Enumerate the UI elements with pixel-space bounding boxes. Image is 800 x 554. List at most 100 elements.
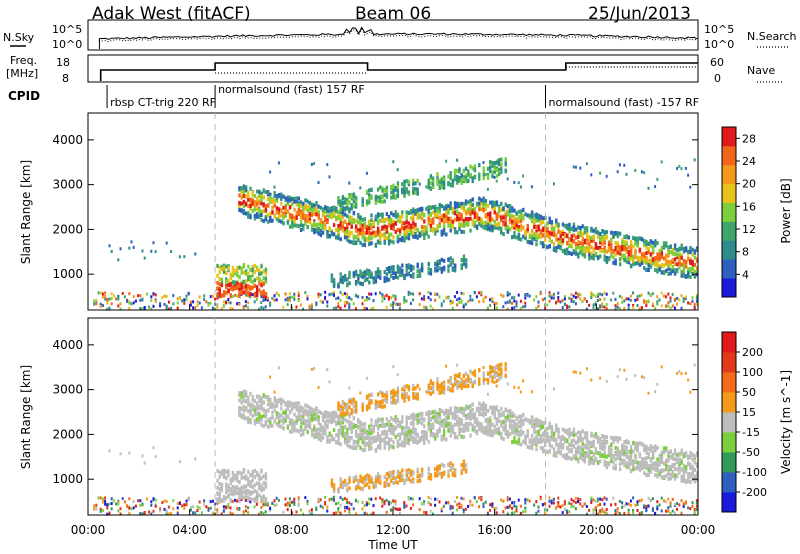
data-cell	[317, 421, 320, 426]
data-cell	[482, 297, 485, 301]
data-cell	[291, 425, 294, 430]
data-cell	[216, 306, 219, 309]
data-cell	[486, 166, 490, 171]
data-cell	[385, 185, 389, 190]
data-cell	[249, 199, 252, 204]
data-cell	[458, 216, 461, 221]
data-cell	[473, 174, 477, 179]
data-cell	[480, 291, 483, 295]
data-cell	[293, 503, 296, 506]
data-cell	[361, 500, 364, 504]
data-cell	[262, 499, 265, 504]
data-cell	[222, 471, 226, 476]
data-cell	[310, 429, 314, 434]
data-cell	[392, 424, 395, 429]
data-cell	[284, 205, 287, 210]
data-cell	[326, 505, 329, 509]
data-cell	[370, 512, 373, 516]
data-cell	[506, 300, 509, 304]
data-cell	[383, 270, 386, 275]
data-cell	[500, 226, 503, 231]
data-cell	[240, 391, 243, 396]
data-cell	[390, 195, 393, 200]
data-cell	[629, 244, 633, 249]
data-cell	[104, 294, 107, 298]
data-cell	[387, 232, 391, 237]
data-cell	[570, 238, 573, 243]
data-cell	[280, 400, 283, 405]
data-cell	[530, 185, 533, 189]
data-cell	[522, 174, 525, 178]
data-cell	[247, 290, 250, 295]
data-cell	[200, 306, 203, 310]
data-cell	[365, 230, 369, 235]
data-cell	[513, 180, 516, 184]
data-cell	[339, 431, 342, 436]
data-cell	[260, 301, 263, 304]
data-cell	[416, 214, 419, 219]
data-cell	[412, 274, 415, 279]
data-cell	[453, 268, 457, 273]
data-cell	[130, 240, 133, 244]
data-cell	[154, 455, 157, 459]
data-cell	[515, 304, 518, 308]
data-cell	[260, 469, 263, 474]
data-cell	[398, 270, 402, 275]
data-cell	[407, 395, 411, 400]
data-cell	[304, 409, 307, 413]
data-cell	[376, 229, 380, 234]
data-cell	[339, 496, 342, 500]
data-cell	[255, 472, 259, 477]
data-cell	[284, 418, 287, 423]
data-cell	[139, 307, 142, 311]
data-cell	[568, 251, 571, 255]
data-cell	[273, 294, 276, 298]
data-cell	[656, 252, 659, 257]
data-cell	[280, 418, 283, 423]
data-cell	[610, 230, 613, 235]
data-cell	[143, 306, 146, 310]
data-cell	[359, 478, 362, 483]
data-cell	[636, 298, 639, 301]
data-cell	[242, 279, 246, 284]
data-cell	[645, 245, 648, 250]
data-cell	[394, 415, 397, 420]
data-cell	[211, 511, 214, 515]
data-cell	[308, 207, 312, 212]
data-cell	[365, 224, 369, 229]
data-cell	[324, 222, 327, 227]
data-cell	[251, 273, 254, 278]
data-cell	[106, 301, 109, 305]
data-cell	[572, 165, 575, 169]
data-cell	[266, 191, 270, 195]
data-cell	[352, 479, 356, 484]
data-cell	[667, 259, 670, 264]
data-cell	[372, 230, 375, 235]
data-cell	[535, 229, 538, 234]
data-cell	[291, 511, 294, 515]
data-cell	[244, 269, 248, 274]
data-cell	[379, 291, 382, 295]
data-cell	[418, 473, 422, 478]
data-cell	[486, 225, 490, 230]
data-cell	[273, 499, 276, 503]
data-cell	[220, 264, 224, 269]
data-cell	[665, 295, 668, 299]
data-cell	[326, 425, 329, 430]
data-cell	[346, 301, 349, 305]
data-cell	[392, 391, 395, 396]
data-cell	[128, 301, 131, 305]
data-cell	[280, 406, 283, 411]
cpid-label: CPID	[8, 89, 40, 103]
data-cell	[178, 255, 181, 259]
data-cell	[291, 202, 294, 207]
data-cell	[449, 256, 452, 261]
data-cell	[612, 232, 615, 237]
data-cell	[297, 406, 301, 411]
data-cell	[293, 412, 296, 417]
data-cell	[269, 397, 272, 402]
data-cell	[376, 221, 380, 226]
data-cell	[423, 418, 426, 423]
data-cell	[392, 393, 395, 398]
data-cell	[379, 400, 382, 405]
